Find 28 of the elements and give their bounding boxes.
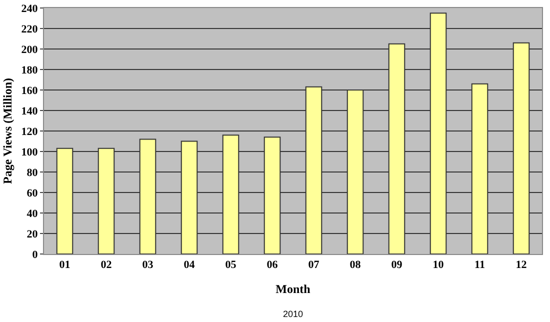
y-tick-label: 200 xyxy=(21,44,38,56)
text: 2010 xyxy=(283,309,304,319)
y-tick-label: 160 xyxy=(21,84,38,97)
y-tick-label: 80 xyxy=(26,166,38,179)
x-tick-label: 11 xyxy=(474,259,485,272)
y-axis-title: Page Views (Million) xyxy=(0,78,15,184)
y-tick-label: 140 xyxy=(21,105,38,118)
x-tick-label: 03 xyxy=(142,259,154,272)
y-tick-label: 20 xyxy=(26,228,38,240)
x-tick-label: 02 xyxy=(100,259,112,272)
x-tick-label: 09 xyxy=(391,259,403,272)
y-tick-label: 40 xyxy=(26,208,38,220)
x-tick-label: 08 xyxy=(350,259,362,272)
x-tick-label: 10 xyxy=(432,259,444,272)
y-tick-label: 120 xyxy=(21,126,38,138)
x-tick-label: 12 xyxy=(516,259,528,272)
y-tick-label: 180 xyxy=(21,64,38,76)
x-axis-title: Month xyxy=(276,282,311,296)
x-tick-label: 05 xyxy=(225,259,237,272)
y-tick-label: 220 xyxy=(21,23,38,36)
y-tick-label: 60 xyxy=(26,187,38,200)
x-tick-label: 07 xyxy=(308,259,320,272)
y-tick-label: 240 xyxy=(21,2,38,15)
x-tick-label: 01 xyxy=(59,259,70,272)
y-tick-label: 100 xyxy=(21,146,38,158)
x-tick-label: 04 xyxy=(184,259,196,272)
x-tick-label: 06 xyxy=(266,259,278,272)
y-tick-label: 0 xyxy=(32,248,38,261)
